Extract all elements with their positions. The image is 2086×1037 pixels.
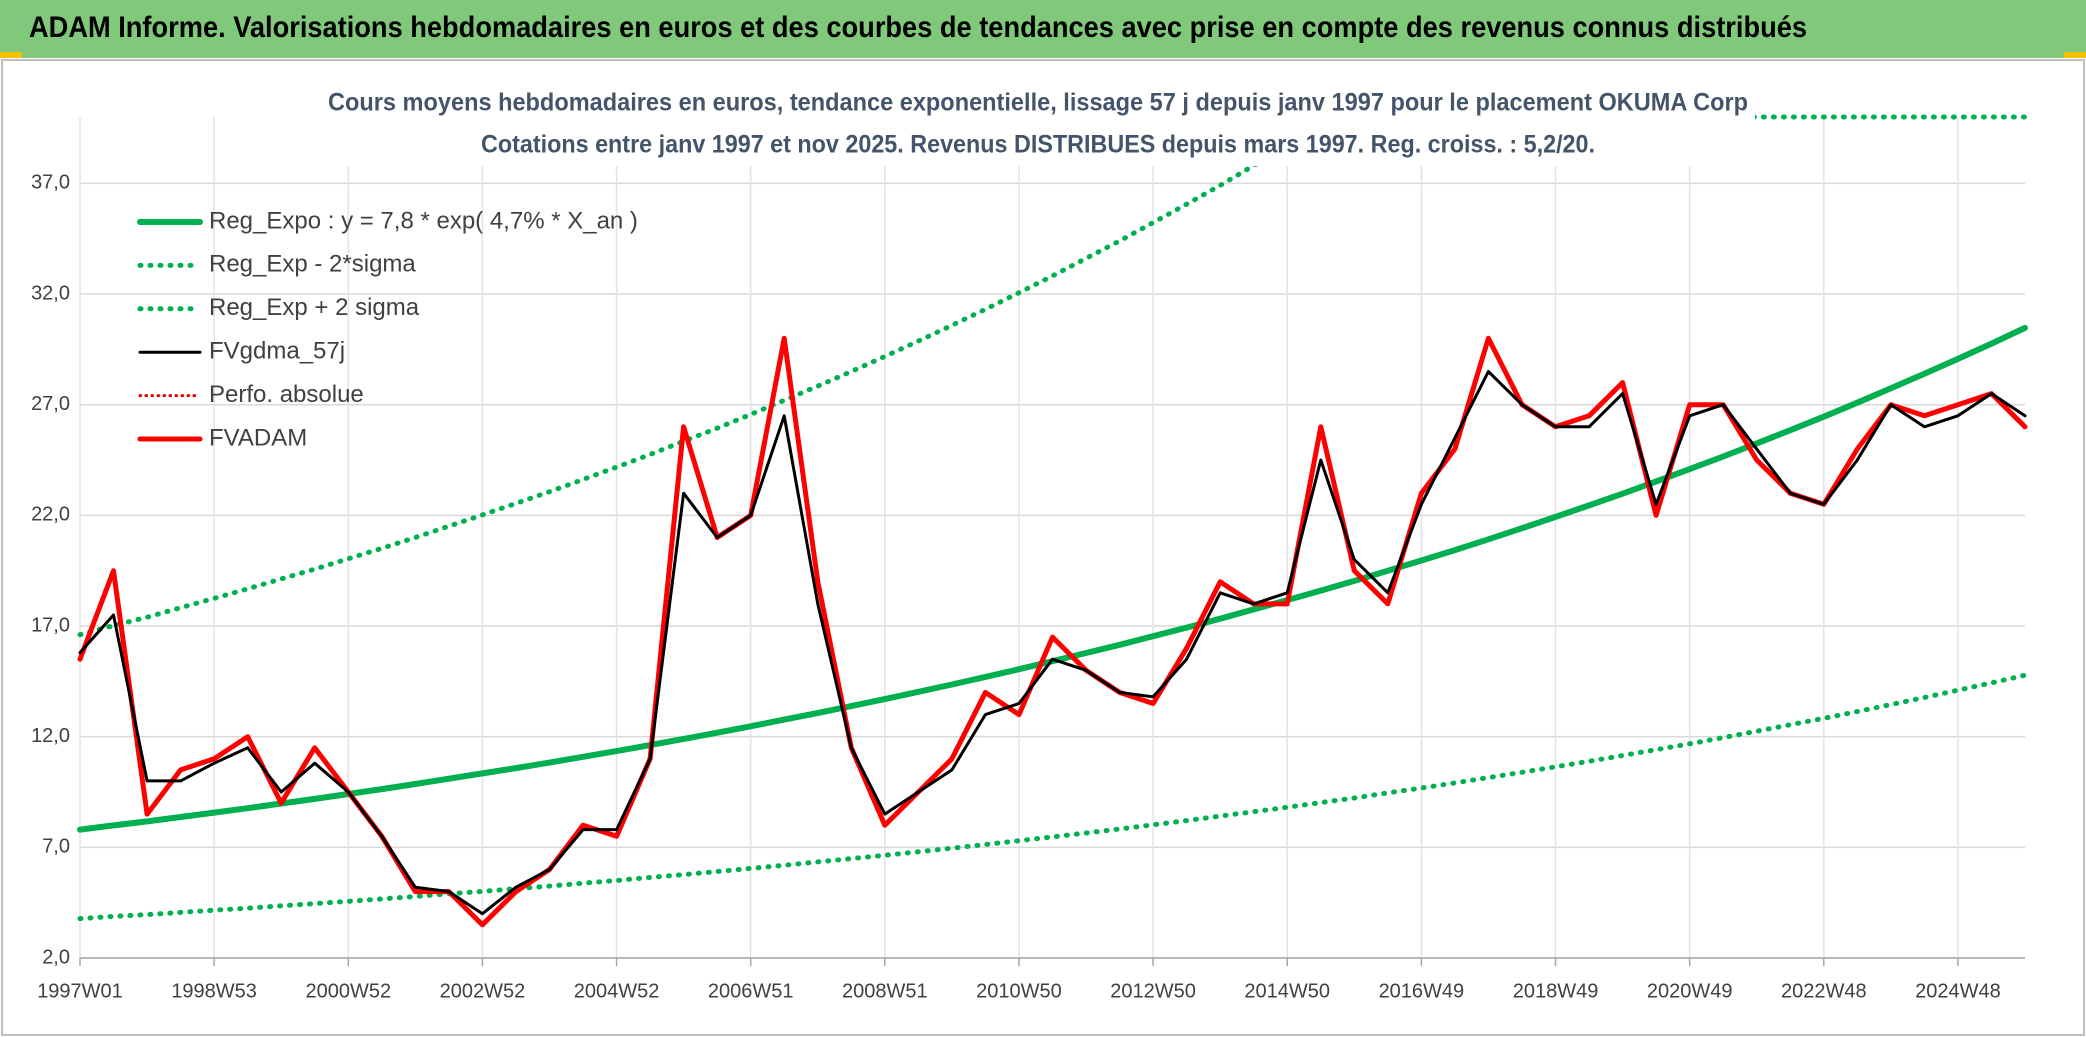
series-line (77, 672, 2028, 922)
x-tick-label: 2000W52 (305, 980, 391, 1002)
header-bar (0, 0, 2086, 58)
x-tick-label: 2002W52 (440, 980, 526, 1002)
x-tick-label: 2014W50 (1244, 980, 1330, 1002)
x-tick-label: 2012W50 (1110, 980, 1196, 1002)
x-tick-label: 2008W51 (842, 980, 928, 1002)
x-tick-label: 2024W48 (1915, 980, 2001, 1002)
y-tick-label: 32,0 (31, 282, 70, 304)
x-tick-label: 2016W49 (1379, 980, 1465, 1002)
corner-mark (0, 52, 22, 58)
legend-label: FVgdma_57j (209, 338, 345, 365)
x-tick-label: 2020W49 (1647, 980, 1733, 1002)
x-tick-label: 2018W49 (1513, 980, 1599, 1002)
x-tick-label: 2010W50 (976, 980, 1062, 1002)
series-line (77, 335, 2028, 928)
legend-label: Reg_Exp - 2*sigma (209, 251, 416, 278)
y-tick-label: 37,0 (31, 172, 70, 194)
chart-title: Cours moyens hebdomadaires en euros, ten… (328, 89, 1748, 117)
x-tick-label: 1998W53 (171, 980, 257, 1002)
header-title: ADAM Informe. Valorisations hebdomadaire… (29, 11, 1807, 44)
title-background (315, 86, 1755, 166)
y-tick-label: 22,0 (31, 504, 70, 526)
y-tick-label: 17,0 (31, 614, 70, 636)
chart-subtitle: Cotations entre janv 1997 et nov 2025. R… (481, 131, 1595, 159)
corner-mark (2064, 52, 2086, 58)
x-tick-label: 2022W48 (1781, 980, 1867, 1002)
legend-label: Reg_Exp + 2 sigma (209, 294, 420, 321)
legend-label: Perfo. absolue (209, 381, 364, 408)
x-tick-label: 2004W52 (574, 980, 660, 1002)
legend-label: FVADAM (209, 424, 307, 451)
chart-frame (1, 59, 2085, 1036)
plot-area: 2,0 7,0 12,0 17,0 22,0 27,0 32,0 37,0 1997W01 199… (31, 114, 2028, 1002)
series-line (78, 370, 2027, 916)
y-tick-label: 7,0 (42, 836, 70, 858)
x-tick-label: 1997W01 (37, 980, 123, 1002)
legend: Reg_Expo : y = 7,8 * exp( 4,7% * X_an ) R… (137, 207, 638, 451)
y-tick-label: 27,0 (31, 393, 70, 415)
y-tick-label: 2,0 (42, 946, 70, 968)
y-tick-label: 12,0 (31, 725, 70, 747)
legend-label: Reg_Expo : y = 7,8 * exp( 4,7% * X_an ) (209, 207, 638, 234)
x-tick-label: 2006W51 (708, 980, 794, 1002)
series-line (77, 114, 2028, 638)
